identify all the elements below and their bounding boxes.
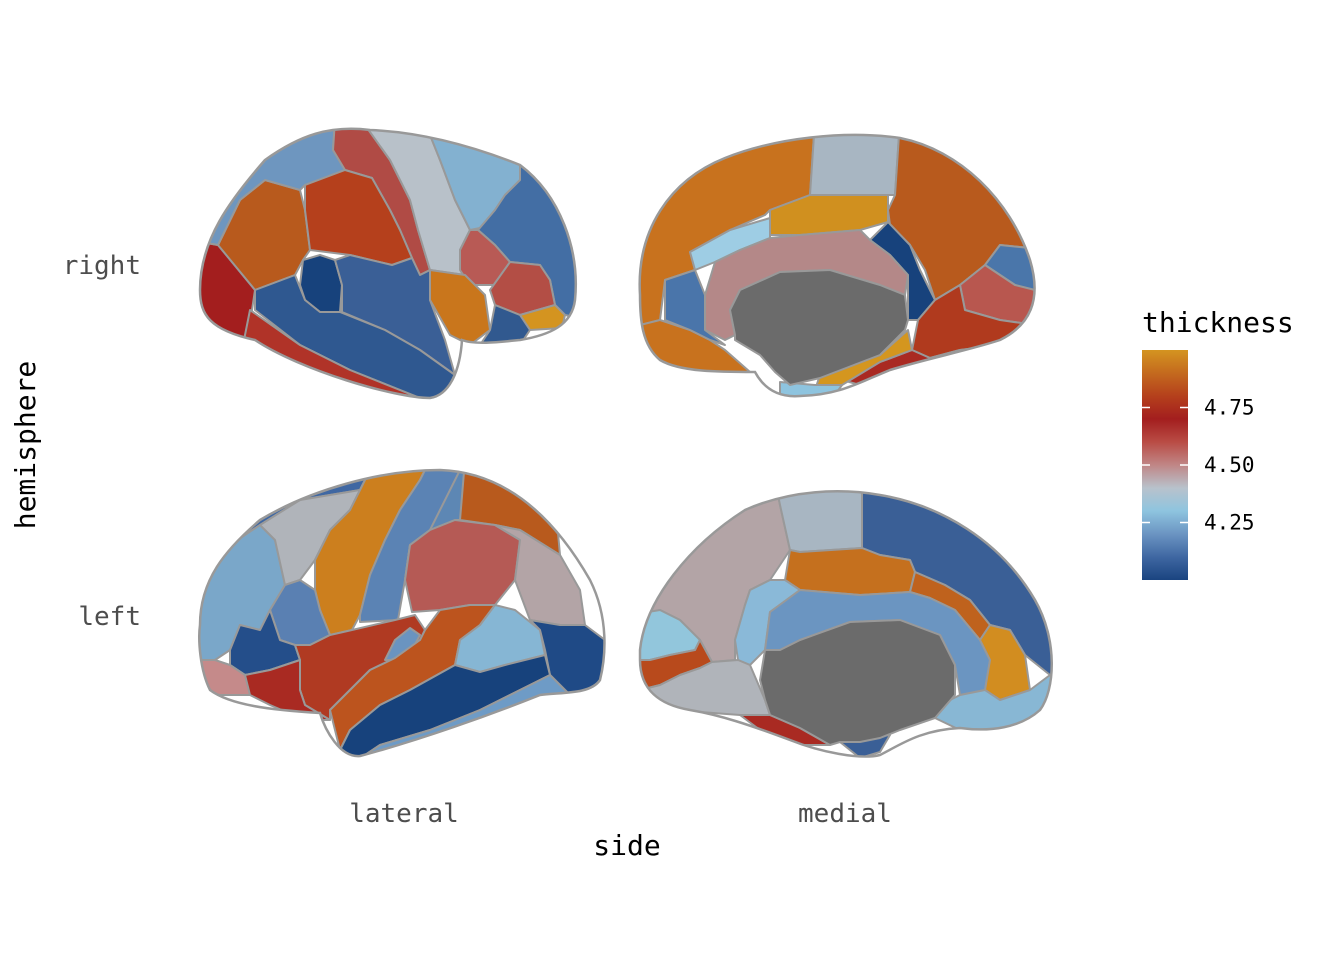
y-axis-title: hemisphere xyxy=(9,361,42,530)
panel-left-medial xyxy=(638,490,1053,758)
panel-left-lateral xyxy=(198,468,606,758)
region-rm-rostral-anterior-cingulate xyxy=(664,269,726,346)
region-ll-supramarginal xyxy=(404,519,521,613)
x-tick-medial: medial xyxy=(798,799,892,829)
legend-ticks: 4.75 4.50 4.25 xyxy=(1142,396,1255,535)
x-axis-title: side xyxy=(593,829,660,862)
legend-tick-label: 4.25 xyxy=(1204,511,1255,535)
region-ll-precentral xyxy=(314,470,431,636)
panel-right-medial xyxy=(638,133,1036,398)
legend-title: thickness xyxy=(1142,306,1294,339)
region-rm-posterior-cingulate xyxy=(769,194,889,236)
color-legend: thickness 4.75 4.50 4.25 xyxy=(1142,306,1294,580)
panel-right-lateral xyxy=(198,127,577,400)
region-rl-superior-temporal xyxy=(429,269,491,346)
region-lm-unknown xyxy=(759,619,956,746)
x-tick-lateral: lateral xyxy=(349,799,459,829)
y-tick-left: left xyxy=(78,602,141,632)
y-tick-right: right xyxy=(63,251,141,281)
region-rm-paracentral xyxy=(809,134,901,196)
legend-tick-label: 4.50 xyxy=(1204,453,1255,477)
legend-tick-label: 4.75 xyxy=(1204,396,1255,420)
region-rm-unknown xyxy=(729,269,909,386)
